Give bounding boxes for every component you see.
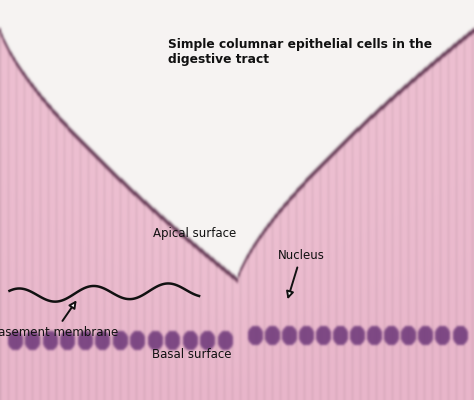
Text: Nucleus: Nucleus	[278, 249, 324, 297]
Text: Basal surface: Basal surface	[152, 348, 232, 360]
Text: Simple columnar epithelial cells in the
digestive tract: Simple columnar epithelial cells in the …	[168, 38, 432, 66]
Text: Apical surface: Apical surface	[153, 228, 236, 240]
Text: Basement membrane: Basement membrane	[0, 302, 118, 339]
